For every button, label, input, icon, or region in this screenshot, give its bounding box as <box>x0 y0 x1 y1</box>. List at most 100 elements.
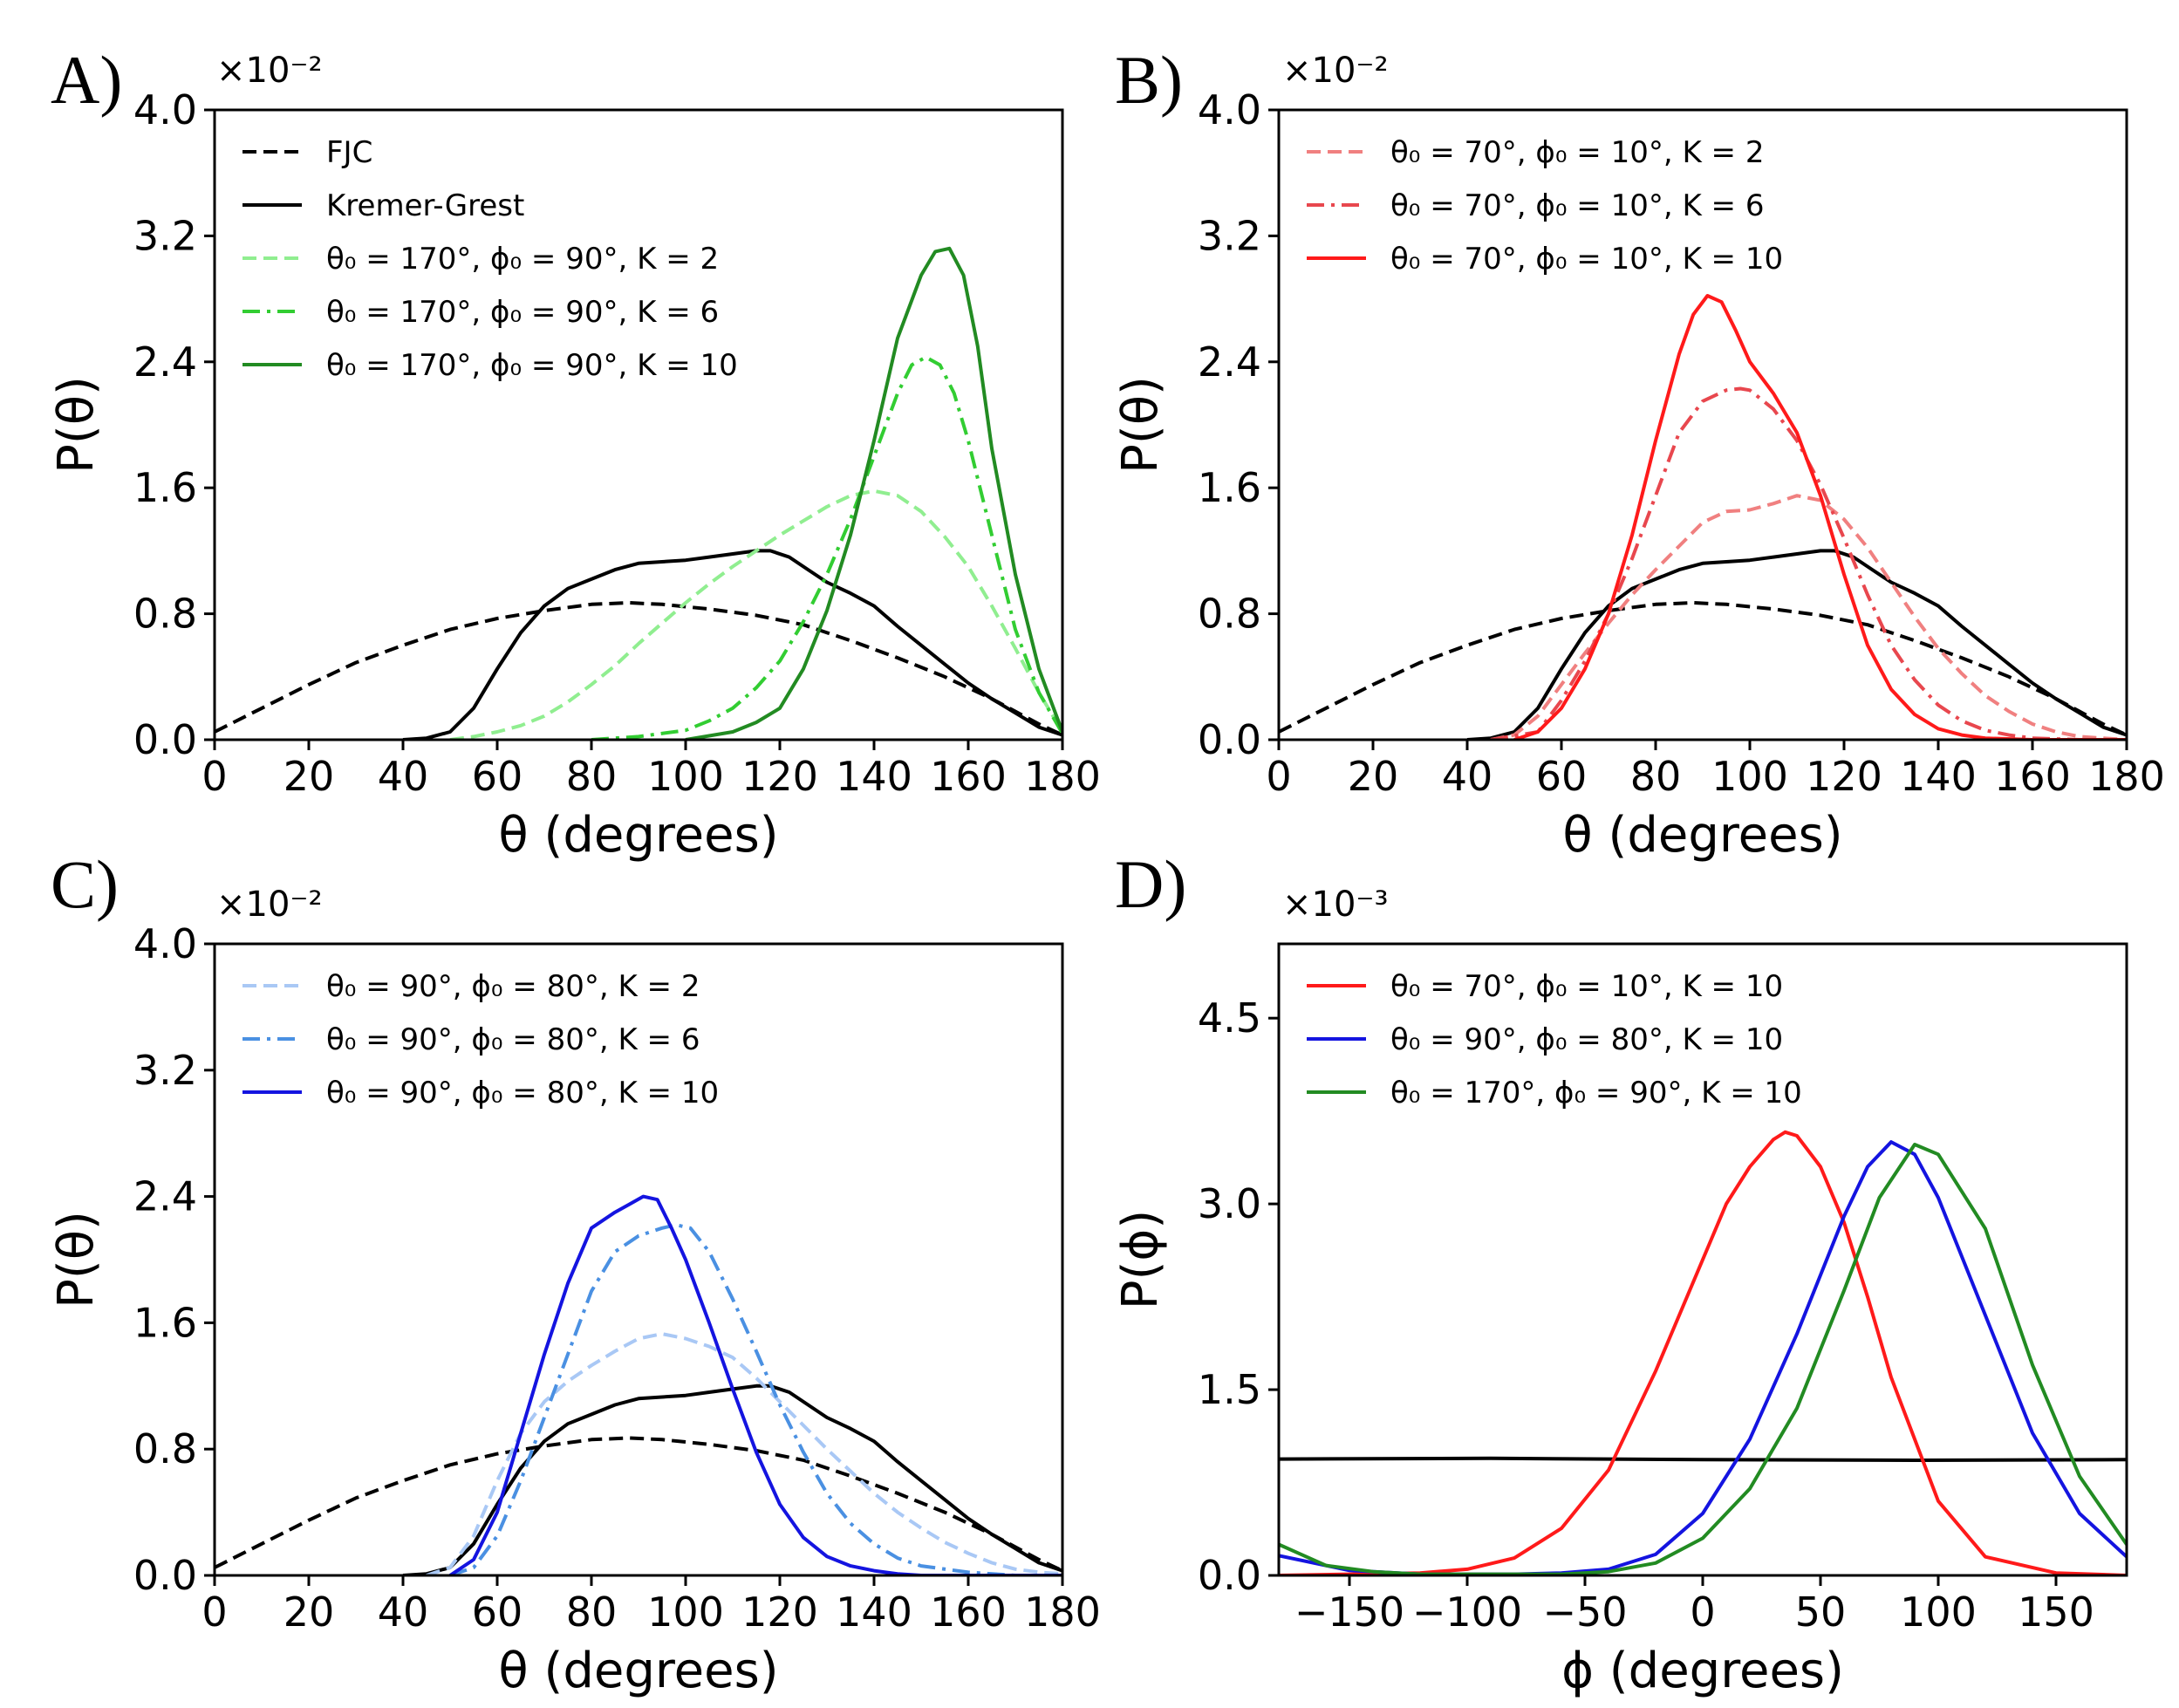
x-tick-label: 140 <box>836 1588 912 1636</box>
y-tick-label: 0.8 <box>133 591 197 638</box>
x-axis-label: ϕ (degrees) <box>1561 1643 1844 1699</box>
y-tick-label: 4.0 <box>133 86 197 133</box>
y-axis-label: P(ϕ) <box>1112 1210 1169 1309</box>
x-axis-label: θ (degrees) <box>498 807 778 864</box>
series-line-3 <box>1279 1140 2127 1575</box>
legend: θ₀ = 70°, ϕ₀ = 10°, K = 2 θ₀ = 70°, ϕ₀ = … <box>1307 135 1783 277</box>
x-tick-label: 150 <box>2018 1588 2094 1636</box>
panel-letter: B) <box>1115 42 1183 118</box>
series-line-1 <box>1279 601 2127 737</box>
series-line-5 <box>685 246 1062 740</box>
series-line-3 <box>1490 494 2127 740</box>
x-tick-label: 20 <box>283 753 335 800</box>
series-line-2 <box>1466 549 2127 740</box>
x-axis-label: θ (degrees) <box>498 1643 778 1699</box>
y-scale-label: ×10⁻² <box>216 885 323 925</box>
legend-label: θ₀ = 70°, ϕ₀ = 10°, K = 2 <box>1390 135 1765 170</box>
x-tick-label: 100 <box>647 753 724 800</box>
x-tick-label: 80 <box>566 753 618 800</box>
chart-panel-2: B) ×10⁻² 0 20 40 60 80 100 120 140 160 180 0.0 0.8 1.6… <box>1112 42 2165 864</box>
legend-label: θ₀ = 170°, ϕ₀ = 90°, K = 6 <box>326 295 719 330</box>
legend-label: θ₀ = 90°, ϕ₀ = 80°, K = 10 <box>1390 1022 1783 1057</box>
series-line-4 <box>1490 386 2127 740</box>
x-tick-label: −100 <box>1412 1588 1522 1636</box>
x-tick-label: 60 <box>472 1588 523 1636</box>
x-tick-label: 120 <box>1806 753 1882 800</box>
y-tick-label: 0.0 <box>133 716 197 763</box>
panel-letter: C) <box>51 846 119 922</box>
legend-label: FJC <box>326 135 372 170</box>
x-tick-label: −150 <box>1294 1588 1404 1636</box>
series-group <box>1279 1130 2127 1575</box>
x-tick-label: 160 <box>930 1588 1007 1636</box>
legend-label: θ₀ = 90°, ϕ₀ = 80°, K = 2 <box>326 969 700 1004</box>
panel-letter: D) <box>1115 846 1186 922</box>
series-line-5 <box>1513 294 2127 740</box>
series-line-2 <box>402 549 1062 740</box>
legend-label: θ₀ = 70°, ϕ₀ = 10°, K = 10 <box>1390 969 1783 1004</box>
legend: θ₀ = 90°, ϕ₀ = 80°, K = 2 θ₀ = 90°, ϕ₀ = … <box>242 969 719 1110</box>
series-line-1 <box>215 1436 1062 1573</box>
series-group <box>1279 294 2127 740</box>
x-tick-label: 60 <box>1536 753 1588 800</box>
legend-label: θ₀ = 90°, ϕ₀ = 80°, K = 10 <box>326 1076 719 1110</box>
y-tick-label: 3.0 <box>1198 1180 1261 1227</box>
x-tick-label: 0 <box>202 1588 227 1636</box>
y-tick-label: 0.0 <box>1198 716 1261 763</box>
panel-letter: A) <box>51 42 122 118</box>
legend-label: θ₀ = 170°, ϕ₀ = 90°, K = 10 <box>1390 1076 1802 1110</box>
x-tick-label: 0 <box>1690 1588 1715 1636</box>
x-tick-label: 120 <box>741 753 818 800</box>
series-line-2 <box>402 1383 1062 1575</box>
legend-label: θ₀ = 70°, ϕ₀ = 10°, K = 10 <box>1390 242 1783 277</box>
y-tick-label: 1.6 <box>133 464 197 511</box>
series-line-1 <box>1279 1456 2127 1462</box>
x-tick-label: 140 <box>836 753 912 800</box>
x-tick-label: 100 <box>1900 1588 1977 1636</box>
x-tick-label: 40 <box>378 1588 429 1636</box>
legend-label: θ₀ = 90°, ϕ₀ = 80°, K = 6 <box>326 1022 700 1057</box>
y-tick-label: 2.4 <box>133 338 197 386</box>
chart-panel-4: D) ×10⁻³ −150 −100 −50 0 50 100 150 0.0 1.5 3.0 4.5 ϕ… <box>1112 846 2128 1699</box>
y-tick-label: 2.4 <box>1198 338 1261 386</box>
y-scale-label: ×10⁻² <box>216 51 323 91</box>
x-tick-label: 40 <box>1442 753 1493 800</box>
y-tick-label: 4.0 <box>1198 86 1261 133</box>
x-tick-label: 20 <box>1348 753 1399 800</box>
x-tick-label: 0 <box>202 753 227 800</box>
x-tick-label: 100 <box>647 1588 724 1636</box>
x-tick-label: 160 <box>930 753 1007 800</box>
legend-label: θ₀ = 170°, ϕ₀ = 90°, K = 2 <box>326 242 719 277</box>
x-axis-label: θ (degrees) <box>1562 807 1842 864</box>
x-tick-label: 0 <box>1266 753 1291 800</box>
x-tick-label: 80 <box>566 1588 618 1636</box>
y-tick-label: 3.2 <box>133 212 197 259</box>
y-tick-label: 2.4 <box>133 1173 197 1220</box>
x-tick-label: −50 <box>1542 1588 1627 1636</box>
series-line-2 <box>1279 1130 2127 1575</box>
x-tick-label: 140 <box>1900 753 1977 800</box>
y-tick-label: 4.5 <box>1198 994 1261 1042</box>
y-tick-label: 1.6 <box>133 1299 197 1346</box>
y-axis-label: P(θ) <box>1112 376 1169 474</box>
y-tick-label: 0.0 <box>1198 1552 1261 1599</box>
y-tick-label: 0.0 <box>133 1552 197 1599</box>
series-line-1 <box>215 601 1062 737</box>
x-tick-label: 100 <box>1711 753 1788 800</box>
y-tick-label: 0.8 <box>1198 591 1261 638</box>
y-tick-label: 3.2 <box>1198 212 1261 259</box>
y-axis-label: P(θ) <box>48 1211 105 1308</box>
legend-label: θ₀ = 70°, ϕ₀ = 10°, K = 6 <box>1390 188 1765 223</box>
series-group <box>215 1194 1062 1575</box>
x-tick-label: 60 <box>472 753 523 800</box>
y-tick-label: 4.0 <box>133 920 197 967</box>
axes-frame <box>213 108 1064 741</box>
y-tick-label: 0.8 <box>133 1425 197 1472</box>
y-tick-label: 1.5 <box>1198 1366 1261 1413</box>
series-line-4 <box>1279 1143 2127 1575</box>
x-tick-label: 120 <box>741 1588 818 1636</box>
series-line-4 <box>449 1223 1062 1575</box>
x-tick-label: 50 <box>1795 1588 1847 1636</box>
legend-label: Kremer-Grest <box>326 188 524 223</box>
